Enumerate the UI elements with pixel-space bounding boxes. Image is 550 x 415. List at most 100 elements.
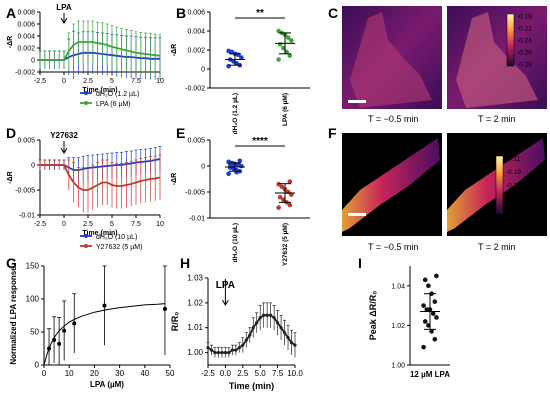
data-point-E (237, 158, 243, 164)
x-axis-label-D: Time (min) (82, 230, 117, 237)
ytick-label-A: 0 (31, 58, 35, 65)
annotation-label-A: LPA (56, 3, 72, 12)
data-point-B (226, 48, 231, 54)
data-point-G (57, 341, 62, 346)
significance-label-B: ** (256, 8, 264, 19)
data-point-H (272, 316, 276, 320)
panel-f-images: T = −0.5 min T = 2 min -0.11-0.19-0.22-0… (342, 133, 547, 252)
scale-bar-f (348, 213, 366, 216)
data-point-H (265, 313, 269, 317)
colorbar-c-tick-label: -0.21 (517, 26, 532, 33)
ytick-label-G: 100 (26, 295, 40, 304)
panel-c-images: T = −0.5 min T = 2 min -0.19-0.21-0.24-0… (342, 6, 547, 124)
panel-letter-i: I (358, 255, 362, 271)
ytick-label-D: 0.005 (17, 138, 35, 145)
colorbar-f-labels: -0.11 -0.19 -0.22 -0.25 -0.29 (506, 156, 521, 217)
data-point-H (293, 343, 297, 347)
data-point-H (279, 326, 283, 330)
colorbar-f-tick-label: -0.22 (506, 183, 521, 190)
ytick-label-H: 1.00 (187, 348, 203, 357)
y-axis-label-B: -ΔR (171, 44, 178, 56)
series-line-H (207, 314, 296, 354)
ytick-label-G: 50 (30, 328, 39, 337)
data-point-H (206, 346, 210, 350)
y-axis-label-E: -ΔR (171, 173, 178, 185)
ytick-label-A: 0.008 (17, 10, 35, 17)
data-point-E (279, 184, 285, 190)
data-point-H (244, 338, 248, 342)
category-label-I: 12 µM LPA (410, 370, 450, 379)
ytick-label-B: 0.002 (187, 48, 205, 55)
panel-letter-a: A (6, 5, 16, 21)
data-point-H (255, 321, 259, 325)
panel-letter-g: G (6, 255, 17, 271)
data-point-H (248, 333, 252, 337)
ytick-label-G: 150 (26, 262, 40, 271)
ytick-label-D: -0.01 (19, 213, 35, 220)
xtick-label-G: 0 (42, 369, 47, 378)
colorbar-f (495, 155, 504, 215)
cell-f-left (342, 138, 440, 232)
xtick-label-A: -2.5 (34, 78, 46, 85)
data-point-H (216, 350, 221, 355)
data-point-H (241, 343, 245, 347)
data-point-H (269, 313, 273, 317)
xtick-label-D: 2.5 (83, 221, 93, 228)
xtick-label-H: 5.0 (255, 369, 267, 378)
data-point-E (287, 179, 293, 184)
ytick-label-A: 0.004 (17, 34, 35, 41)
colorbar-c-tick-label: -0.26 (517, 50, 532, 57)
data-point-H (230, 348, 234, 352)
cell-edge-c-left (350, 12, 432, 108)
data-point-H (258, 316, 262, 320)
data-point-H (223, 350, 227, 355)
data-point-I (434, 315, 439, 320)
ytick-label-I: 1.00 (391, 363, 405, 370)
caption-f-left: T = −0.5 min (368, 242, 418, 252)
cell-edge-c-right (456, 12, 538, 108)
data-point-I (422, 319, 428, 324)
series-line-D (40, 164, 161, 191)
colorbar-c (506, 13, 515, 67)
data-point-G (102, 303, 107, 308)
xtick-label-G: 30 (115, 369, 124, 378)
ytick-label-B: 0.004 (187, 29, 205, 36)
ytick-label-E: -0.005 (185, 190, 205, 197)
y-axis-label-I: Peak ΔR/R₀ (368, 291, 378, 341)
colorbar-c-tick-label: -0.19 (517, 14, 532, 21)
ytick-label-A: -0.002 (15, 70, 35, 77)
data-point-I (422, 277, 428, 283)
annotation-label-D: Y27632 (50, 131, 78, 140)
ytick-label-H: 1.03 (187, 274, 203, 283)
xtick-label-H: 10.0 (287, 369, 303, 378)
ytick-label-H: 1.02 (187, 298, 203, 307)
data-point-B (276, 57, 281, 62)
data-point-H (220, 350, 224, 355)
data-point-H (286, 336, 290, 340)
colorbar-c-tick-label: -0.29 (517, 62, 532, 69)
xtick-label-A: 2.5 (83, 78, 93, 85)
panel-letter-h: H (180, 255, 190, 271)
data-point-B (277, 42, 283, 47)
legend-label-D: Y27632 (5 µM) (96, 244, 142, 251)
data-point-I (434, 273, 439, 279)
colorbar-f-tick-label: -0.25 (506, 196, 521, 203)
ytick-label-A: 0.006 (17, 22, 35, 29)
legend-marker-D (84, 234, 88, 238)
data-point-B (226, 63, 231, 69)
colorbar-f-tick-label: -0.29 (506, 210, 521, 217)
data-point-E (287, 202, 293, 208)
data-point-H (234, 348, 238, 352)
data-point-I (430, 311, 436, 316)
xtick-label-A: 7.5 (131, 78, 141, 85)
xtick-label-A: 5 (110, 78, 114, 85)
panel-letter-d: D (6, 125, 16, 141)
legend-marker-A (84, 91, 88, 95)
ytick-label-E: 0 (201, 164, 205, 171)
data-point-I (424, 307, 430, 312)
data-point-H (209, 348, 214, 352)
x-axis-label-H: Time (min) (229, 381, 274, 391)
data-point-H (282, 331, 287, 335)
series-line-A (40, 41, 161, 61)
data-point-H (237, 346, 241, 350)
